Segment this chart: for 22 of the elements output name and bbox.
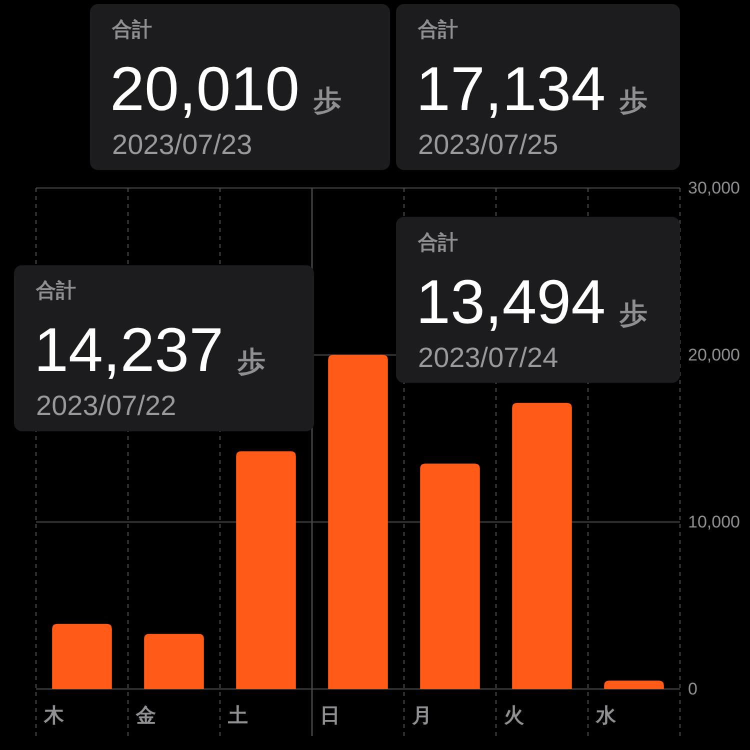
x-tick-label: 木 (43, 705, 65, 727)
bar (328, 354, 388, 689)
text: 合計 14,237 歩 2023/07/22 (34, 280, 266, 422)
x-tick-label: 火 (504, 705, 525, 727)
x-tick-label: 月 (411, 705, 432, 727)
y-tick-label: 20,000 (688, 346, 740, 364)
x-tick-label: 日 (320, 705, 340, 727)
x-tick-label: 水 (595, 705, 617, 727)
text: 合計 13,494 歩 2023/07/24 (416, 232, 648, 373)
bar (144, 634, 204, 689)
bar (52, 624, 112, 689)
bar (512, 402, 572, 689)
x-tick-label: 土 (227, 705, 248, 727)
x-tick-label: 金 (135, 705, 156, 727)
text: 合計 17,134 歩 2023/07/25 (416, 19, 648, 160)
bar (236, 451, 296, 689)
text: 合計 20,010 歩 2023/07/23 (110, 19, 342, 160)
bar (420, 464, 480, 689)
y-tick-label: 30,000 (688, 178, 740, 198)
y-tick-label: 10,000 (688, 512, 740, 532)
y-tick-label: 0 (688, 680, 698, 698)
bar (604, 680, 664, 689)
